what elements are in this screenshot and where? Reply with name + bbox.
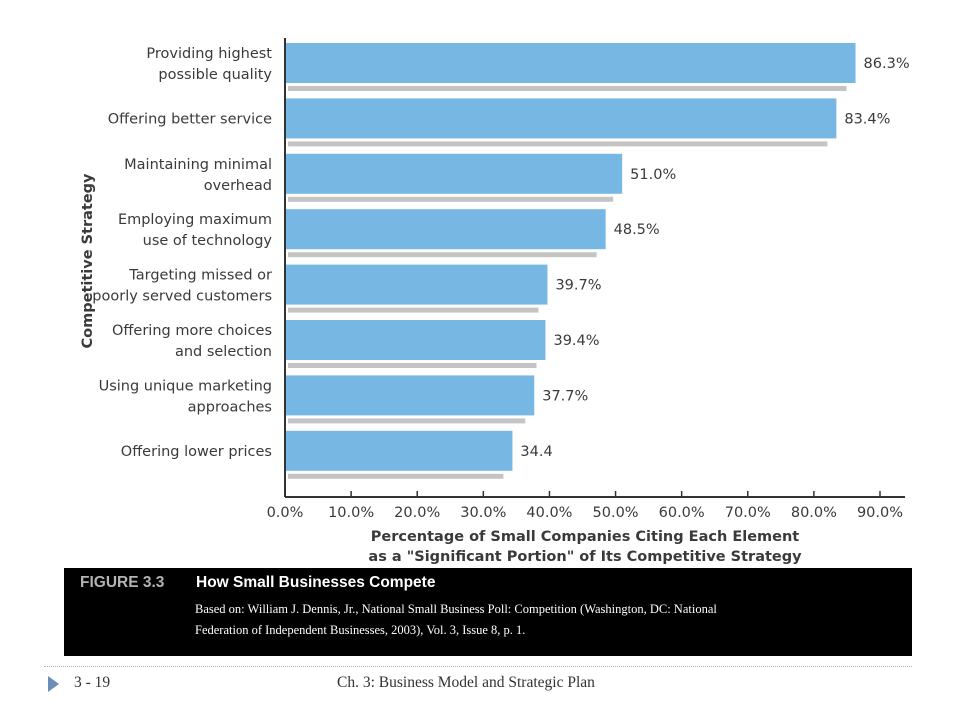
slide-number: 3 - 19 xyxy=(74,674,111,691)
bar xyxy=(286,430,513,471)
figure-number: FIGURE 3.3 xyxy=(80,574,165,591)
category-label: Targeting missed or xyxy=(128,268,272,284)
bar xyxy=(286,320,546,360)
x-tick-label: 0.0% xyxy=(267,505,304,521)
footer-divider xyxy=(44,666,912,667)
category-label: Maintaining minimal xyxy=(124,157,272,173)
figure-source-line: Based on: William J. Dennis, Jr., Nation… xyxy=(195,602,717,616)
bullet-triangle-icon xyxy=(48,676,59,692)
figure-title: How Small Businesses Compete xyxy=(196,574,436,591)
bar-shadow xyxy=(288,363,537,368)
bar-chart: 86.3% Providing highest possible quality 83… xyxy=(80,38,910,565)
bar-shadow xyxy=(288,196,614,202)
category-label: overhead xyxy=(204,178,272,194)
category-label: Offering more choices xyxy=(112,323,272,339)
x-tick-label: 20.0% xyxy=(394,505,440,521)
x-tick-label: 40.0% xyxy=(526,505,572,521)
bar-value-label: 37.7% xyxy=(542,388,588,404)
bar-shadow xyxy=(288,307,539,313)
x-tick-label: 50.0% xyxy=(593,505,639,521)
category-label: and selection xyxy=(175,344,272,360)
x-axis-title: Percentage of Small Companies Citing Eac… xyxy=(371,529,800,545)
category-label: Offering better service xyxy=(108,111,272,127)
bars-layer xyxy=(286,43,856,479)
category-label: possible quality xyxy=(158,67,272,83)
x-tick-label: 10.0% xyxy=(328,505,374,521)
bar-shadow xyxy=(288,86,847,91)
bar-value-label: 34.4 xyxy=(520,444,552,460)
bar xyxy=(286,98,837,139)
x-tick-label: 70.0% xyxy=(725,505,771,521)
bar xyxy=(286,264,548,305)
bar xyxy=(286,375,535,416)
bar-shadow xyxy=(288,473,504,479)
category-label: Employing maximum xyxy=(118,212,272,228)
axis-layer: 0.0% 10.0% 20.0% 30.0% 40.0% 50.0% 60.0% 70.0% 8… xyxy=(80,38,905,565)
category-label: use of technology xyxy=(143,233,273,249)
footer-title: Ch. 3: Business Model and Strategic Plan xyxy=(337,674,595,691)
x-tick-label: 80.0% xyxy=(791,505,837,521)
bar-value-label: 51.0% xyxy=(630,167,676,183)
bar-shadow xyxy=(288,141,828,147)
x-axis-title: as a "Significant Portion" of Its Compet… xyxy=(368,549,802,565)
bar-value-label: 39.7% xyxy=(555,278,601,294)
bar xyxy=(286,153,623,194)
bar-value-label: 86.3% xyxy=(864,56,910,72)
bar-shadow xyxy=(288,418,526,424)
bar-value-label: 39.4% xyxy=(553,333,599,349)
figure-source: Based on: William J. Dennis, Jr., Nation… xyxy=(195,599,895,641)
bar-shadow xyxy=(288,252,597,258)
category-label: Providing highest xyxy=(146,46,272,62)
figure-source-line: Federation of Independent Businesses, 20… xyxy=(195,623,526,637)
category-label: Offering lower prices xyxy=(121,444,272,460)
category-label: poorly served customers xyxy=(92,289,272,305)
category-label: Using unique marketing xyxy=(99,378,272,394)
x-tick-label: 30.0% xyxy=(460,505,506,521)
category-label: approaches xyxy=(188,399,272,415)
x-tick-label: 60.0% xyxy=(659,505,705,521)
x-tick-label: 90.0% xyxy=(857,505,903,521)
bar-value-label: 48.5% xyxy=(614,222,660,238)
labels-layer: 86.3% Providing highest possible quality 83… xyxy=(92,46,909,460)
y-axis-title: Competitive Strategy xyxy=(80,173,96,349)
bar-value-label: 83.4% xyxy=(844,111,890,127)
bar xyxy=(286,209,606,250)
figure-caption: FIGURE 3.3 How Small Businesses Compete … xyxy=(64,568,912,656)
bar xyxy=(286,43,856,83)
